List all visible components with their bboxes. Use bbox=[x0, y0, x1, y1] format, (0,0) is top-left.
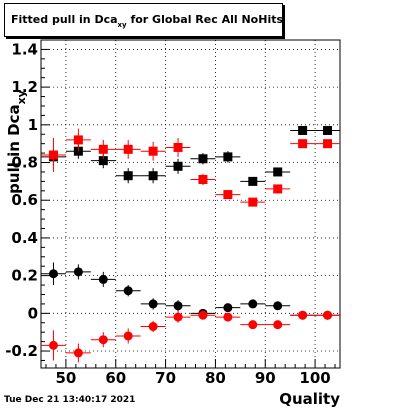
data-point-circle bbox=[73, 348, 83, 358]
data-point-circle bbox=[273, 301, 283, 311]
y-axis-label: pull in Dcaxy bbox=[5, 90, 28, 194]
data-point-square bbox=[73, 135, 83, 145]
data-point-square bbox=[198, 174, 208, 184]
axes: 50 60 70 80 90 100 -0.2 0 0.2 0.4 0.6 0.8 1 1.2 1.4 bbox=[5, 40, 336, 387]
data-point-square bbox=[123, 171, 133, 181]
data-point-circle bbox=[48, 269, 58, 279]
y-tick-label: 0.2 bbox=[11, 267, 38, 285]
data-point-circle bbox=[98, 274, 108, 284]
data-point-circle bbox=[123, 286, 133, 296]
data-point-circle bbox=[298, 310, 308, 320]
data-point-square bbox=[298, 139, 308, 149]
data-point-circle bbox=[248, 299, 258, 309]
data-point-circle bbox=[148, 299, 158, 309]
x-tick-label: 60 bbox=[105, 369, 126, 387]
chart-title: Fitted pull in Dcaxy for Global Rec All … bbox=[11, 13, 284, 29]
grid-lines bbox=[41, 40, 340, 368]
y-tick-label: 1.2 bbox=[11, 78, 38, 96]
y-axis-label-sub: xy bbox=[15, 90, 28, 104]
data-point-square bbox=[298, 125, 308, 135]
data-marks bbox=[41, 125, 340, 363]
data-point-circle bbox=[73, 267, 83, 277]
data-point-square bbox=[173, 142, 183, 152]
data-point-square bbox=[273, 167, 283, 177]
data-point-circle bbox=[223, 303, 233, 313]
y-tick-label: 1 bbox=[28, 116, 38, 134]
x-tick-label: 70 bbox=[155, 369, 176, 387]
data-point-square bbox=[273, 184, 283, 194]
data-point-square bbox=[323, 125, 333, 135]
data-point-circle bbox=[198, 310, 208, 320]
data-point-circle bbox=[323, 310, 333, 320]
data-point-square bbox=[148, 171, 158, 181]
data-point-circle bbox=[173, 301, 183, 311]
title-box: Fitted pull in Dcaxy for Global Rec All … bbox=[4, 3, 283, 37]
data-point-square bbox=[198, 154, 208, 164]
chart-title-sub: xy bbox=[117, 21, 127, 29]
data-point-square bbox=[98, 144, 108, 154]
y-tick-label: 0.6 bbox=[11, 191, 38, 209]
data-point-square bbox=[223, 190, 233, 200]
x-tick-label: 50 bbox=[55, 369, 76, 387]
timestamp: Tue Dec 21 13:40:17 2021 bbox=[4, 395, 136, 405]
data-point-circle bbox=[223, 312, 233, 322]
x-tick-label: 80 bbox=[205, 369, 226, 387]
data-point-square bbox=[173, 161, 183, 171]
y-tick-label: -0.2 bbox=[5, 342, 38, 360]
data-point-circle bbox=[98, 335, 108, 345]
x-tick-label: 100 bbox=[299, 369, 330, 387]
data-point-circle bbox=[173, 312, 183, 322]
data-point-circle bbox=[273, 320, 283, 330]
x-axis-label: Quality bbox=[279, 390, 340, 408]
y-tick-label: 0.8 bbox=[11, 154, 38, 172]
x-tick-label: 90 bbox=[255, 369, 276, 387]
plot-frame bbox=[40, 39, 341, 369]
data-point-square bbox=[148, 146, 158, 156]
data-point-circle bbox=[48, 340, 58, 350]
data-point-square bbox=[98, 156, 108, 166]
data-point-square bbox=[323, 139, 333, 149]
data-point-circle bbox=[148, 322, 158, 332]
y-tick-label: 0.4 bbox=[11, 229, 38, 247]
data-point-circle bbox=[123, 331, 133, 341]
data-point-square bbox=[223, 152, 233, 162]
y-tick-label: 1.4 bbox=[11, 40, 38, 58]
data-point-square bbox=[248, 197, 258, 207]
data-point-circle bbox=[248, 320, 258, 330]
y-tick-label: 0 bbox=[28, 304, 38, 322]
data-point-square bbox=[248, 176, 258, 186]
data-point-square bbox=[123, 144, 133, 154]
data-point-square bbox=[48, 150, 58, 160]
